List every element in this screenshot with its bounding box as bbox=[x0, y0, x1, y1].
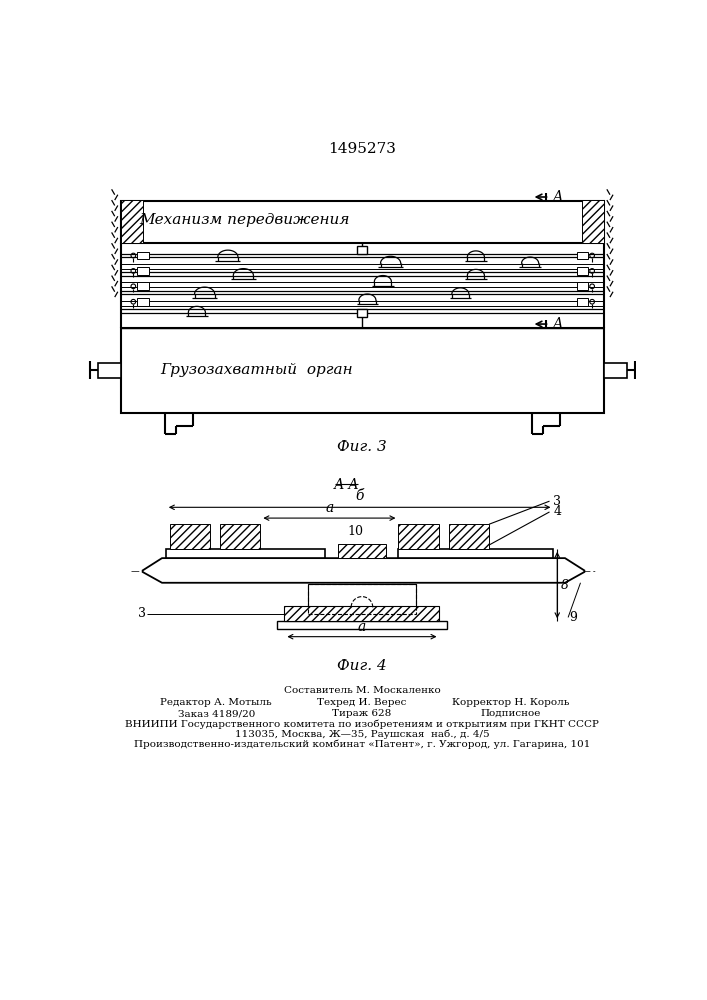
Bar bbox=[170, 524, 210, 549]
Bar bbox=[577, 298, 588, 306]
Text: Редактор А. Мотыль: Редактор А. Мотыль bbox=[160, 698, 272, 707]
Text: Механизм передвижения: Механизм передвижения bbox=[140, 213, 350, 227]
Bar bbox=[577, 267, 588, 275]
Text: А: А bbox=[553, 190, 563, 204]
Text: Техред И. Верес: Техред И. Верес bbox=[317, 698, 407, 707]
Bar bbox=[308, 584, 416, 614]
Text: 113035, Москва, Ж—35, Раушская  наб., д. 4/5: 113035, Москва, Ж—35, Раушская наб., д. … bbox=[235, 730, 489, 739]
Text: 1495273: 1495273 bbox=[328, 142, 396, 156]
Bar bbox=[398, 524, 438, 549]
Text: Корректор Н. Король: Корректор Н. Король bbox=[452, 698, 569, 707]
Bar bbox=[98, 363, 121, 378]
Bar bbox=[220, 524, 260, 549]
Bar bbox=[577, 282, 588, 290]
Text: А-А: А-А bbox=[334, 478, 359, 492]
Bar bbox=[284, 606, 440, 621]
Bar bbox=[137, 282, 149, 290]
Bar bbox=[137, 252, 149, 259]
Bar bbox=[449, 524, 489, 549]
Text: 9: 9 bbox=[569, 611, 577, 624]
Text: 10: 10 bbox=[348, 525, 363, 538]
Polygon shape bbox=[143, 558, 585, 583]
Bar bbox=[398, 549, 554, 558]
Text: а: а bbox=[325, 501, 334, 515]
Text: 8: 8 bbox=[561, 579, 569, 592]
Text: б: б bbox=[356, 489, 364, 503]
Bar bbox=[356, 309, 368, 317]
Text: Грузозахватный  орган: Грузозахватный орган bbox=[160, 363, 353, 377]
Text: 3: 3 bbox=[554, 495, 561, 508]
Bar bbox=[308, 584, 416, 614]
Bar bbox=[121, 328, 604, 413]
Text: 3: 3 bbox=[138, 607, 146, 620]
Bar bbox=[582, 200, 604, 243]
Text: Производственно-издательский комбинат «Патент», г. Ужгород, ул. Гагарина, 101: Производственно-издательский комбинат «П… bbox=[134, 740, 590, 749]
Bar bbox=[166, 549, 325, 558]
Bar bbox=[577, 252, 588, 259]
Text: А: А bbox=[553, 317, 563, 331]
Text: Заказ 4189/20: Заказ 4189/20 bbox=[177, 709, 255, 718]
Text: Составитель М. Москаленко: Составитель М. Москаленко bbox=[284, 686, 440, 695]
Text: ВНИИПИ Государственного комитета по изобретениям и открытиям при ГКНТ СССР: ВНИИПИ Государственного комитета по изоб… bbox=[125, 720, 599, 729]
Bar bbox=[338, 544, 386, 558]
Bar bbox=[137, 267, 149, 275]
Bar bbox=[356, 246, 368, 254]
Bar bbox=[604, 363, 627, 378]
Text: Подписное: Подписное bbox=[481, 709, 541, 718]
Text: Тираж 628: Тираж 628 bbox=[332, 709, 392, 718]
Bar bbox=[276, 621, 448, 629]
Bar bbox=[137, 298, 149, 306]
Text: 4: 4 bbox=[554, 505, 561, 518]
Text: а: а bbox=[358, 620, 366, 634]
Bar bbox=[121, 201, 604, 243]
Bar bbox=[121, 200, 143, 243]
Text: Фиг. 3: Фиг. 3 bbox=[337, 440, 387, 454]
Text: Фиг. 4: Фиг. 4 bbox=[337, 659, 387, 673]
